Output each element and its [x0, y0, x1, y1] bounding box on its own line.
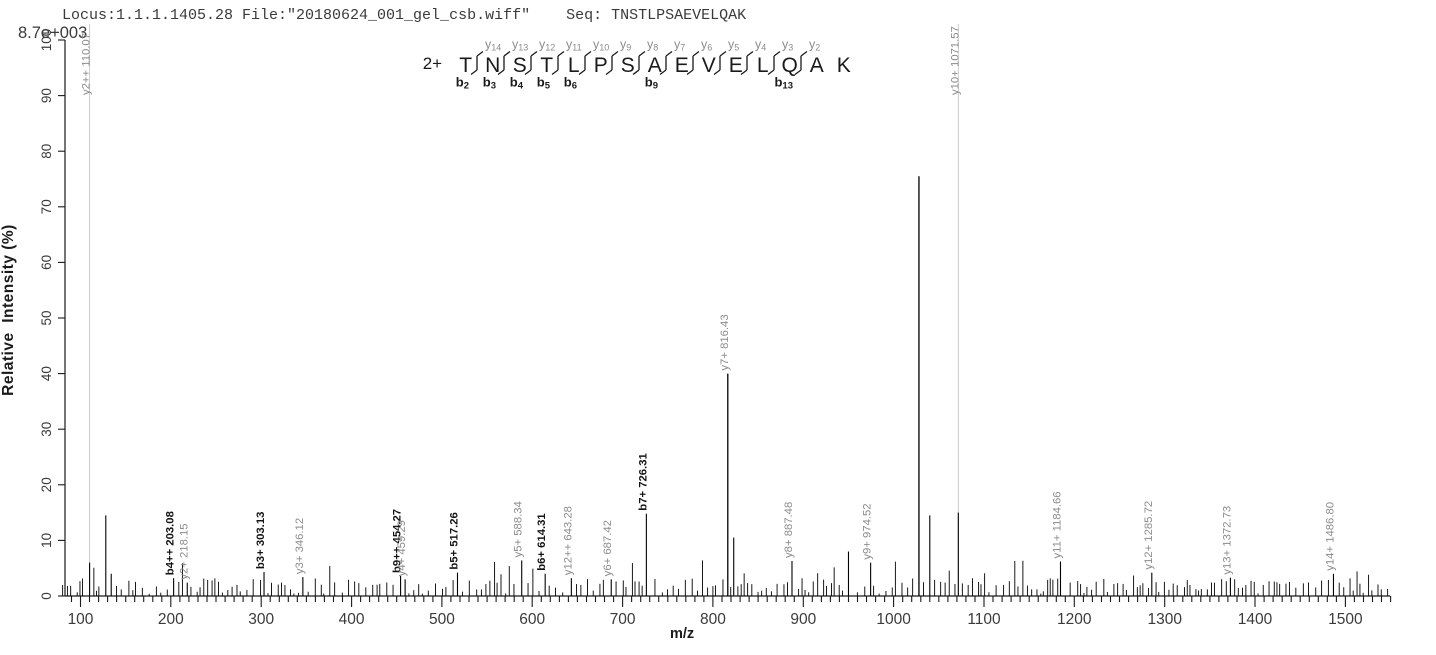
svg-text:b2: b2 [456, 75, 469, 92]
svg-text:b6: b6 [564, 75, 577, 92]
svg-text:E: E [729, 54, 743, 77]
svg-text:y9: y9 [620, 38, 631, 53]
svg-text:P: P [594, 54, 608, 77]
svg-text:y7: y7 [674, 38, 685, 53]
svg-text:y5: y5 [728, 38, 739, 53]
svg-text:y6: y6 [701, 38, 712, 53]
svg-text:b9: b9 [645, 75, 658, 92]
svg-text:y12: y12 [539, 38, 555, 53]
svg-text:y14: y14 [485, 38, 501, 53]
svg-text:y13: y13 [512, 38, 528, 53]
svg-text:L: L [757, 54, 769, 77]
svg-text:b4: b4 [510, 75, 524, 92]
svg-text:y3: y3 [782, 38, 793, 53]
svg-text:2+: 2+ [423, 54, 442, 73]
svg-text:y4: y4 [755, 38, 766, 53]
svg-text:y8: y8 [647, 38, 658, 53]
svg-text:V: V [702, 54, 716, 77]
svg-text:y11: y11 [566, 38, 582, 53]
svg-text:b3: b3 [483, 75, 496, 92]
svg-text:A: A [810, 54, 824, 77]
svg-text:y2: y2 [809, 38, 820, 53]
svg-text:K: K [837, 54, 851, 77]
svg-text:E: E [675, 54, 689, 77]
svg-text:y10: y10 [593, 38, 609, 53]
svg-text:b5: b5 [537, 75, 551, 92]
svg-text:b13: b13 [774, 75, 793, 92]
svg-text:S: S [621, 54, 635, 77]
